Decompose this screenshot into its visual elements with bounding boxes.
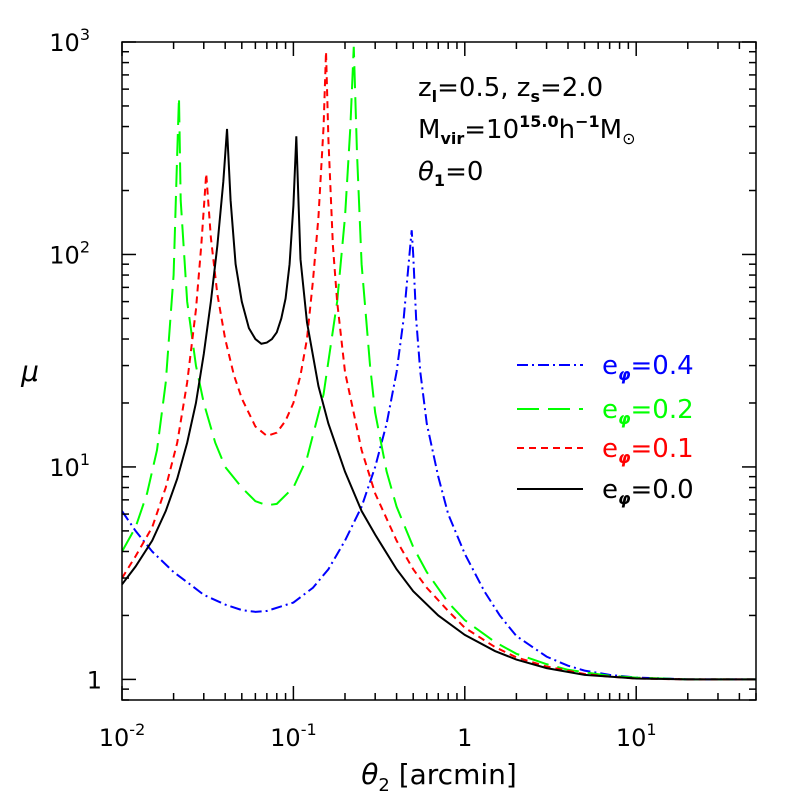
annotation-redshift: zl=0.5, zs=2.0 (418, 73, 603, 106)
y-tick-label-1: 101 (49, 450, 90, 482)
series-layer (122, 46, 756, 681)
series-line-3 (122, 128, 756, 681)
series-line-1 (122, 46, 756, 681)
x-tick-label-1: 10-1 (270, 720, 317, 752)
y-axis-label: μ (20, 355, 39, 388)
series-line-2 (122, 51, 756, 681)
legend-label-3: eφ=0.0 (602, 475, 694, 508)
text-layer: 10-2 10-1 1 101 1 101 102 103 θ2 [arcmin] μ zl=0.5… (20, 25, 694, 796)
annotation-mass: Mvir=1015.0h−1M⊙ (418, 112, 635, 148)
x-tick-label-3: 101 (616, 720, 657, 752)
series-line-0 (122, 230, 756, 681)
y-tick-label-2: 102 (49, 237, 90, 269)
axes-layer (121, 41, 757, 701)
annotation-theta1: θ1=0 (418, 157, 483, 190)
x-tick-label-2: 1 (457, 724, 472, 752)
y-tick-label-0: 1 (87, 666, 102, 694)
plot-frame (121, 41, 757, 701)
legend-label-2: eφ=0.1 (602, 434, 694, 467)
legend-label-1: eφ=0.2 (602, 395, 694, 428)
x-axis-label: θ2 [arcmin] (361, 758, 517, 796)
x-tick-label-0: 10-2 (99, 720, 146, 752)
y-tick-label-3: 103 (49, 25, 90, 57)
legend-label-0: eφ=0.4 (602, 351, 694, 384)
